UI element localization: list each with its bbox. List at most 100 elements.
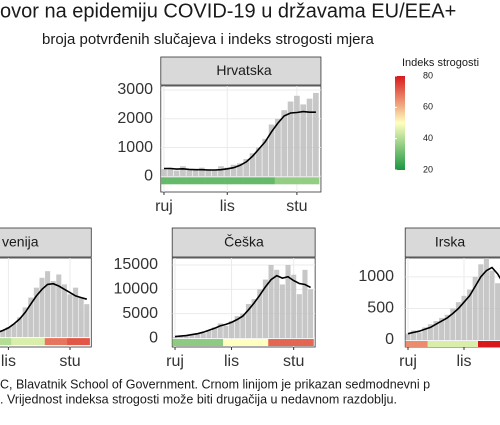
stringency-cell bbox=[167, 177, 174, 185]
colorbar bbox=[395, 76, 405, 170]
stringency-cell bbox=[234, 339, 241, 347]
stringency-cell bbox=[245, 339, 252, 347]
bar bbox=[17, 317, 23, 338]
bar bbox=[218, 166, 224, 177]
bar bbox=[291, 274, 297, 339]
stringency-cell bbox=[50, 338, 57, 346]
stringency-cell bbox=[427, 340, 434, 347]
x-tick-label: lis bbox=[1, 353, 16, 370]
stringency-cell bbox=[249, 177, 257, 185]
bar bbox=[455, 302, 461, 340]
stringency-cell bbox=[302, 339, 309, 347]
bar bbox=[427, 324, 433, 340]
stringency-cell bbox=[410, 340, 417, 347]
stringency-cell bbox=[39, 338, 46, 346]
facet-plot bbox=[160, 86, 321, 192]
bar bbox=[234, 316, 240, 339]
bar bbox=[56, 274, 62, 338]
stringency-cell bbox=[287, 177, 295, 185]
average-line bbox=[0, 282, 88, 333]
x-tick-label: ruj bbox=[155, 198, 173, 215]
stringency-cell bbox=[236, 177, 244, 185]
bar bbox=[472, 276, 478, 340]
bar bbox=[245, 303, 252, 339]
x-tick-label: ruj bbox=[166, 353, 184, 370]
stringency-cell bbox=[494, 340, 500, 347]
stringency-cell bbox=[172, 339, 179, 347]
bar bbox=[281, 110, 288, 177]
bar bbox=[416, 332, 422, 340]
bar bbox=[294, 95, 300, 177]
bar bbox=[450, 308, 456, 340]
bar bbox=[39, 277, 45, 338]
bar bbox=[172, 337, 178, 339]
stringency-cell bbox=[230, 177, 238, 185]
legend-title: Indeks strogosti bbox=[402, 57, 479, 69]
stringency-cell bbox=[438, 340, 445, 347]
stringency-cell bbox=[183, 339, 190, 347]
bar bbox=[302, 269, 308, 339]
facet-strip bbox=[404, 227, 500, 258]
stringency-cell bbox=[228, 339, 235, 347]
stringency-cell bbox=[16, 338, 23, 346]
stringency-cell bbox=[78, 338, 85, 346]
bar bbox=[257, 289, 263, 339]
stringency-cell bbox=[0, 338, 6, 346]
stringency-cell bbox=[483, 340, 490, 347]
stringency-cell bbox=[186, 177, 193, 185]
stringency-cell bbox=[61, 338, 68, 346]
bar bbox=[67, 294, 73, 338]
bar bbox=[422, 327, 428, 340]
stringency-cell bbox=[240, 339, 246, 347]
bar bbox=[5, 327, 11, 338]
bar bbox=[78, 297, 84, 338]
stringency-cell bbox=[251, 339, 258, 347]
stringency-cell bbox=[293, 177, 301, 185]
caption: C, Blavatnik School of Government. Crnom… bbox=[0, 377, 430, 391]
stringency-cell bbox=[478, 340, 484, 347]
stringency-cell bbox=[173, 177, 181, 185]
stringency-cell bbox=[455, 340, 462, 347]
stringency-cell bbox=[296, 339, 303, 347]
bar bbox=[296, 294, 302, 339]
bar bbox=[262, 279, 268, 339]
bar bbox=[461, 295, 467, 340]
stringency-cell bbox=[450, 340, 456, 347]
bar bbox=[211, 170, 218, 177]
chart-title: ovor na epidemiju COVID-19 u državama EU… bbox=[0, 0, 456, 22]
bar bbox=[268, 264, 274, 339]
x-tick-label: lis bbox=[220, 198, 235, 215]
y-tick-label: 5000 bbox=[122, 305, 158, 322]
bar bbox=[161, 169, 167, 177]
y-tick-label: 0 bbox=[144, 168, 153, 185]
facet-strip bbox=[0, 227, 92, 258]
bar bbox=[243, 159, 250, 177]
stringency-cell bbox=[306, 177, 314, 185]
bar bbox=[173, 170, 180, 177]
legend-tick-label: 20 bbox=[423, 164, 433, 174]
stringency-cell bbox=[11, 338, 18, 346]
bar bbox=[275, 118, 281, 177]
chart-subtitle: broja potvrđenih slučajeva i indeks stro… bbox=[42, 31, 374, 48]
bar bbox=[251, 299, 257, 339]
stringency-cell bbox=[273, 339, 280, 347]
facet-title: Irska bbox=[435, 234, 466, 250]
bar bbox=[478, 264, 484, 340]
bar bbox=[186, 169, 193, 177]
facet-title: Češka bbox=[224, 234, 264, 250]
y-tick-label: 10000 bbox=[114, 281, 159, 298]
y-tick-label: 1000 bbox=[117, 139, 153, 156]
bar bbox=[467, 289, 473, 340]
bar bbox=[306, 98, 313, 177]
y-tick-label: 2000 bbox=[117, 110, 153, 127]
bar bbox=[33, 287, 39, 338]
bar bbox=[199, 167, 205, 177]
stringency-cell bbox=[279, 339, 286, 347]
average-line bbox=[164, 110, 316, 171]
bar bbox=[45, 271, 51, 338]
stringency-cell bbox=[211, 339, 218, 347]
y-tick-label: 3000 bbox=[117, 81, 153, 98]
bar bbox=[206, 330, 212, 339]
stringency-cell bbox=[461, 340, 468, 347]
stringency-cell bbox=[422, 340, 428, 347]
